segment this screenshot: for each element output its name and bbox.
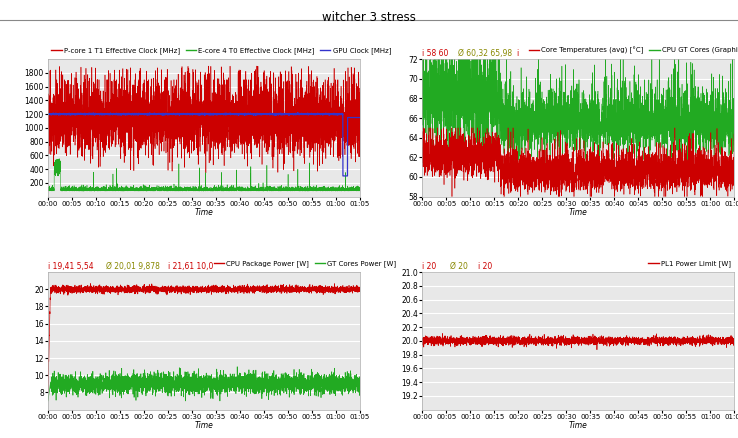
Text: Ø 60,32 65,98: Ø 60,32 65,98 (458, 49, 512, 58)
Legend: P-core 1 T1 Effective Clock [MHz], E-core 4 T0 Effective Clock [MHz], GPU Clock : P-core 1 T1 Effective Clock [MHz], E-cor… (52, 48, 391, 54)
Text: witcher 3 stress: witcher 3 stress (322, 11, 416, 24)
X-axis label: Time: Time (195, 421, 213, 430)
Legend: PL1 Power Limit [W]: PL1 Power Limit [W] (649, 261, 731, 267)
X-axis label: Time: Time (569, 421, 587, 430)
Text: i: i (516, 49, 518, 58)
Text: i 21,61 10,0: i 21,61 10,0 (168, 262, 213, 271)
X-axis label: Time: Time (569, 208, 587, 217)
Text: i 58 60: i 58 60 (422, 49, 449, 58)
Text: Ø 20: Ø 20 (450, 262, 469, 271)
Text: i 20: i 20 (478, 262, 493, 271)
Text: i 19,41 5,54: i 19,41 5,54 (48, 262, 94, 271)
Legend: Core Temperatures (avg) [°C], CPU GT Cores (Graphics) [°C]: Core Temperatures (avg) [°C], CPU GT Cor… (528, 47, 738, 54)
Legend: CPU Package Power [W], GT Cores Power [W]: CPU Package Power [W], GT Cores Power [W… (214, 261, 396, 267)
X-axis label: Time: Time (195, 208, 213, 217)
Text: i 20: i 20 (422, 262, 437, 271)
Text: Ø 20,01 9,878: Ø 20,01 9,878 (106, 262, 159, 271)
